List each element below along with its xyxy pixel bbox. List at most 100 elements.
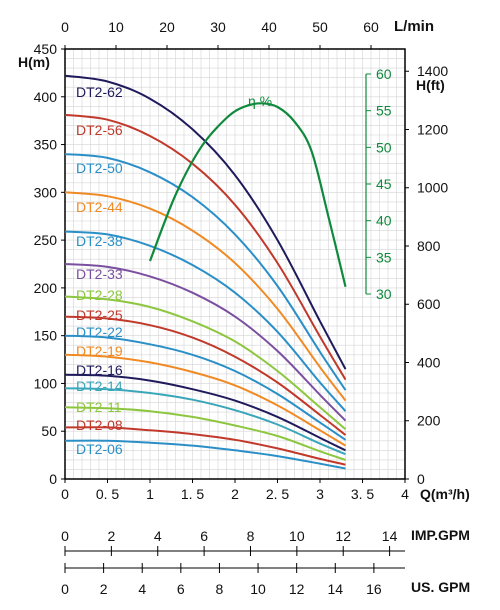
us-gpm-tick-label: 10 [250,581,266,597]
bottom-tick-label: 3 [316,486,324,502]
head-curve-dt2-28 [64,295,347,431]
efficiency-tick-label: 55 [376,103,392,119]
grid-layer [65,49,405,479]
head-curve-dt2-11 [64,406,346,461]
series-label: DT2-08 [76,417,123,433]
efficiency-tick-label: 45 [376,176,392,192]
efficiency-tick-label: 35 [376,249,392,265]
head-curve-dt2-16 [64,373,346,452]
right-tick-label: 1400 [417,63,448,79]
bottom-tick-label: 4 [401,486,409,502]
head-curve-dt2-19 [64,353,347,447]
series-label: DT2-22 [76,324,123,340]
head-curve-dt2-56 [64,113,347,381]
head-curve-dt2-14 [64,387,346,456]
left-tick-label: 150 [34,328,58,344]
series-label: DT2-16 [76,362,123,378]
top-tick-label: 20 [159,19,175,35]
series-label: DT2-50 [76,160,123,176]
imp-gpm-tick-label: 12 [335,528,351,544]
secondary-scales: 0 2 4 6 8 10 12 14 0 2 4 6 8 10 12 14 16 [61,528,405,597]
bottom-tick-label: 3. 5 [351,486,375,502]
left-tick-label: 350 [34,137,58,153]
efficiency-tick-label: 40 [376,213,392,229]
imp-gpm-tick-label: 0 [61,528,69,544]
us-gpm-unit: US. GPM [411,579,470,595]
right-tick-label: 800 [417,238,441,254]
bottom-tick-label: 1 [146,486,154,502]
us-gpm-tick-label: 4 [138,581,146,597]
efficiency-curve [148,102,347,287]
us-gpm-tick-label: 8 [216,581,224,597]
efficiency-tick-label: 30 [376,286,392,302]
series-label: DT2-62 [76,84,123,100]
left-tick-label: 50 [41,423,57,439]
bottom-tick-label: 2. 5 [266,486,290,502]
series-label: DT2-38 [76,233,123,249]
right-tick-label: 1200 [417,121,448,137]
head-curve-dt2-50 [64,153,347,391]
head-curve-dt2-38 [64,230,347,412]
top-tick-label: 60 [363,19,379,35]
left-tick-label: 0 [49,471,57,487]
bottom-tick-label: 0 [61,486,69,502]
head-curve-dt2-44 [64,191,347,402]
imp-gpm-tick-label: 4 [154,528,162,544]
bottom-tick-label: 2 [231,486,239,502]
right-tick-label: 400 [417,354,441,370]
series-label: DT2-11 [76,399,122,415]
top-tick-label: 0 [61,19,69,35]
right-tick-label: 200 [417,413,441,429]
efficiency-tick-label: 60 [376,66,392,82]
us-gpm-tick-label: 2 [100,581,108,597]
efficiency-label: η % [248,93,272,109]
us-gpm-tick-label: 0 [61,581,69,597]
us-gpm-tick-label: 16 [366,581,382,597]
right-axis-unit: H(ft) [416,77,445,93]
head-curve-dt2-25 [64,315,347,436]
left-axis-unit: H(m) [18,54,50,70]
efficiency-tick-label: 50 [376,139,392,155]
series-label: DT2-06 [76,441,123,457]
series-label: DT2-19 [76,343,123,359]
head-curve-dt2-22 [64,334,347,441]
right-tick-label: 1000 [417,180,448,196]
top-tick-label: 50 [312,19,328,35]
top-axis-unit: L/min [394,18,434,35]
imp-gpm-tick-label: 8 [247,528,255,544]
right-tick-label: 0 [417,471,425,487]
head-curve-dt2-08 [64,426,346,466]
top-tick-label: 30 [210,19,226,35]
series-label: DT2-28 [76,287,123,303]
series-label: DT2-14 [76,378,123,394]
left-tick-label: 400 [34,89,58,105]
series-label: DT2-56 [76,122,123,138]
us-gpm-tick-label: 14 [327,581,343,597]
efficiency-layer: 30 35 40 45 50 55 60 [148,66,392,302]
head-curve-dt2-06 [64,439,346,470]
left-tick-label: 450 [34,41,58,57]
us-gpm-tick-label: 12 [289,581,305,597]
imp-gpm-unit: IMP.GPM [411,527,470,543]
imp-gpm-tick-label: 10 [289,528,305,544]
series-label: DT2-44 [76,199,123,215]
left-tick-label: 200 [34,280,58,296]
us-gpm-tick-label: 6 [177,581,185,597]
series-layer [64,74,347,470]
head-curve-dt2-33 [64,263,347,422]
series-label: DT2-33 [76,266,123,282]
series-label: DT2-25 [76,307,123,323]
right-tick-label: 600 [417,296,441,312]
top-tick-label: 10 [108,19,124,35]
left-tick-label: 250 [34,232,58,248]
left-tick-label: 100 [34,375,58,391]
label-layer: DT2-62 DT2-56 DT2-50 DT2-44 DT2-38 DT2-33 DT2-… [76,84,123,457]
top-tick-label: 40 [261,19,277,35]
bottom-tick-label: 0. 5 [96,486,120,502]
imp-gpm-tick-label: 2 [107,528,115,544]
left-tick-label: 300 [34,184,58,200]
bottom-tick-label: 1. 5 [181,486,205,502]
imp-gpm-tick-label: 6 [200,528,208,544]
